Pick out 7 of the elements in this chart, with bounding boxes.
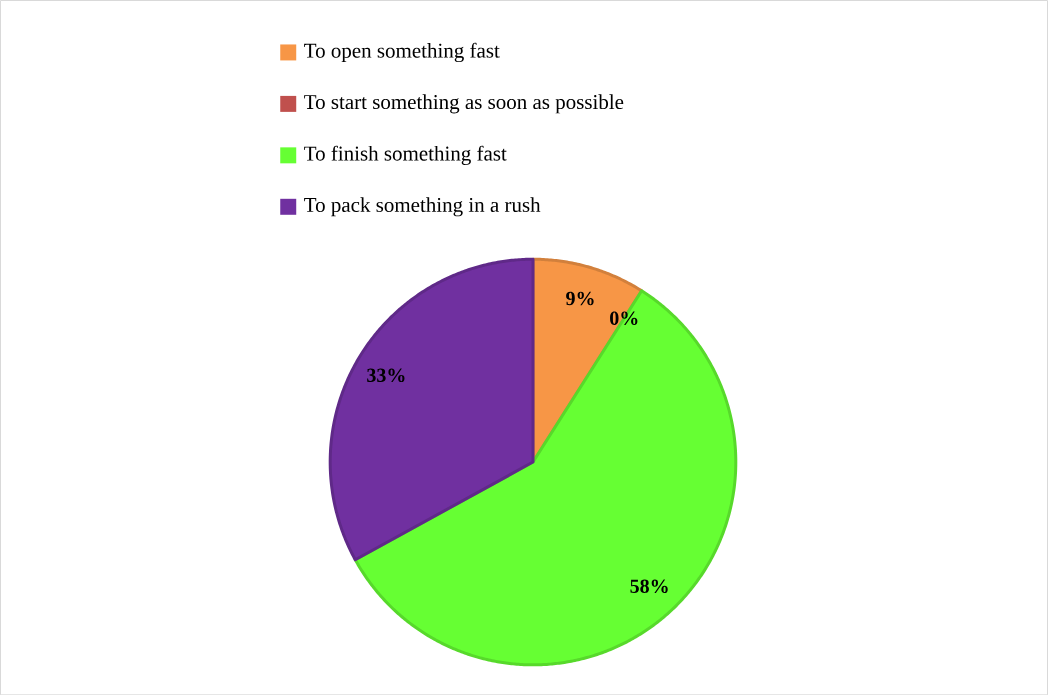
legend-label: To pack something in a rush — [304, 197, 541, 217]
legend-label: To open something fast — [304, 42, 500, 62]
data-label: 9% — [566, 291, 594, 306]
data-label: 58% — [630, 579, 668, 593]
legend-label: To finish something fast — [304, 145, 507, 165]
legend-label: To start something as soon as possible — [304, 94, 624, 114]
data-label: 33% — [367, 368, 405, 382]
